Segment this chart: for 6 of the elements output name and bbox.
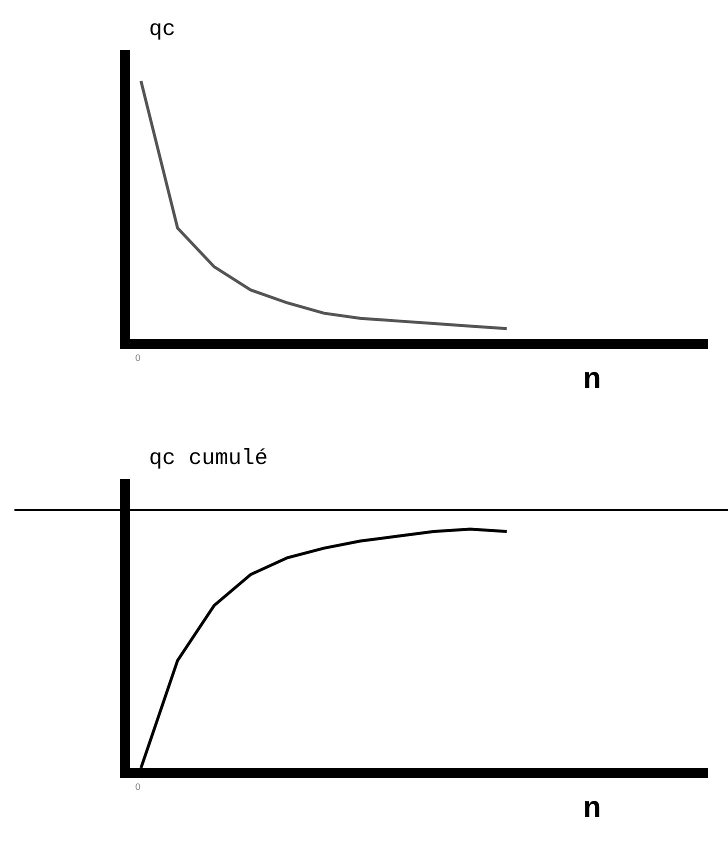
x-axis-title: n — [583, 793, 602, 827]
text: 0 — [135, 354, 141, 364]
y-axis-title: qc cumulé — [149, 446, 268, 471]
text: 0 — [135, 783, 141, 793]
y-axis-title: qc — [149, 17, 176, 42]
x-axis-title: n — [583, 364, 602, 398]
